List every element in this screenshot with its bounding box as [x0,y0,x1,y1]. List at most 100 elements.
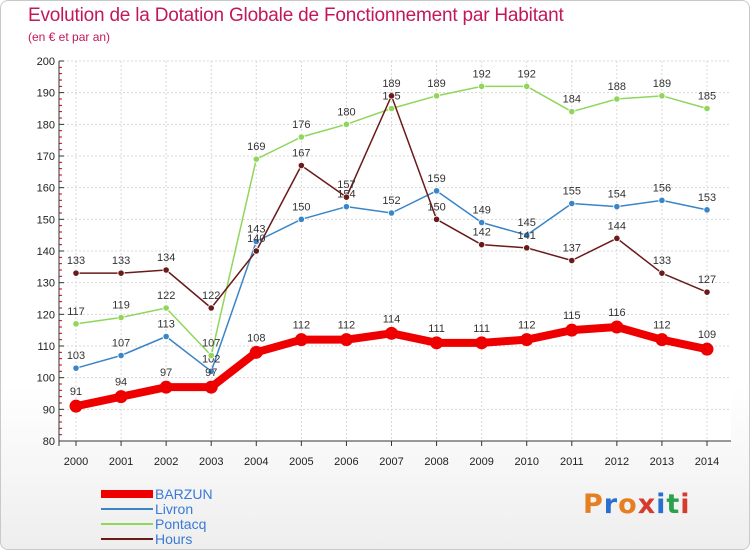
data-point-livron [568,199,576,208]
data-point-pontacq [568,108,576,116]
x-tick-label: 2002 [154,456,178,468]
x-tick-label: 2013 [650,456,674,468]
data-point-hours [162,266,170,274]
data-point-livron [387,209,396,217]
data-point-pontacq [297,133,305,141]
data-label-livron: 149 [472,205,490,217]
x-tick-label: 2010 [514,456,538,468]
data-point-hours [658,269,666,277]
data-point-hours [342,193,351,201]
data-point-barzun [475,336,489,350]
data-point-barzun [610,320,624,334]
data-point-hours [432,215,441,223]
data-label-barzun: 91 [70,386,82,398]
data-label-barzun: 111 [473,323,490,335]
legend-label-livron: Livron [155,501,193,517]
data-label-barzun: 97 [205,367,217,379]
legend-label-hours: Hours [155,531,192,547]
data-point-hours [207,304,215,312]
x-tick-label: 2012 [605,456,629,468]
data-point-livron [72,364,80,372]
data-point-pontacq [72,320,80,328]
data-point-pontacq [613,95,621,103]
data-label-barzun: 114 [383,313,401,325]
data-point-livron [162,332,170,341]
y-tick-label: 160 [37,183,55,195]
data-label-livron: 155 [563,186,581,198]
data-point-barzun [700,342,714,356]
data-label-pontacq: 192 [518,68,536,80]
data-label-livron: 153 [698,192,716,204]
data-label-barzun: 116 [608,307,626,319]
y-tick-label: 130 [37,278,55,290]
legend-label-barzun: BARZUN [155,486,213,502]
data-label-barzun: 112 [338,320,356,332]
data-label-livron: 103 [67,350,85,362]
data-label-barzun: 115 [563,310,581,322]
x-tick-label: 2009 [469,456,493,468]
data-label-livron: 150 [292,201,310,213]
y-tick-label: 170 [37,151,55,163]
data-point-pontacq [252,155,260,163]
x-tick-label: 2001 [109,456,133,468]
data-point-livron [207,367,215,375]
data-label-barzun: 111 [428,323,445,335]
data-point-livron [297,215,305,223]
data-point-hours [568,256,576,265]
data-label-hours: 189 [382,78,400,90]
y-tick-label: 150 [37,214,55,226]
data-label-barzun: 94 [115,377,127,389]
data-point-pontacq [117,313,125,322]
logo-letter: i [680,489,691,520]
data-label-hours: 141 [518,230,536,242]
logo-letter: x [637,489,657,520]
data-point-barzun [159,380,173,394]
data-label-barzun: 109 [698,329,716,341]
data-label-livron: 107 [112,338,130,350]
data-point-pontacq [703,104,711,113]
data-label-barzun: 112 [653,320,671,332]
data-label-hours: 127 [698,274,716,286]
data-point-pontacq [387,104,396,113]
data-point-livron [117,351,125,360]
data-label-pontacq: 189 [653,78,671,90]
data-label-hours: 122 [202,290,220,302]
logo-letter: i [656,489,667,520]
y-tick-label: 90 [43,404,55,416]
data-point-hours [117,269,125,277]
data-label-pontacq: 180 [337,106,355,118]
data-label-hours: 150 [427,201,445,213]
data-point-livron [478,218,486,227]
legend-label-pontacq: Pontacq [155,516,206,532]
data-point-pontacq [478,82,486,90]
data-point-hours [703,288,711,296]
data-point-pontacq [658,92,666,100]
y-tick-label: 120 [37,309,55,321]
data-label-hours: 133 [653,255,671,267]
data-label-hours: 142 [472,227,490,239]
data-label-pontacq: 189 [427,78,445,90]
data-point-hours [387,92,396,100]
data-label-pontacq: 122 [157,290,175,302]
data-label-hours: 167 [292,148,310,160]
data-label-livron: 102 [202,353,220,365]
logo-letter: o [618,489,638,520]
y-tick-label: 110 [37,341,55,353]
data-label-livron: 152 [382,195,400,207]
data-label-livron: 156 [653,182,671,194]
logo-letter: r [603,489,619,520]
y-tick-label: 180 [37,119,55,131]
data-point-hours [72,269,80,277]
data-label-livron: 145 [518,217,536,229]
data-label-pontacq: 119 [112,300,130,312]
x-tick-label: 2008 [424,456,448,468]
data-label-barzun: 108 [247,332,265,344]
x-tick-label: 2004 [244,456,268,468]
data-point-livron [342,203,351,211]
x-tick-label: 2011 [560,456,584,468]
data-point-pontacq [342,120,351,128]
data-label-pontacq: 176 [292,119,310,131]
x-tick-label: 2014 [695,456,719,468]
